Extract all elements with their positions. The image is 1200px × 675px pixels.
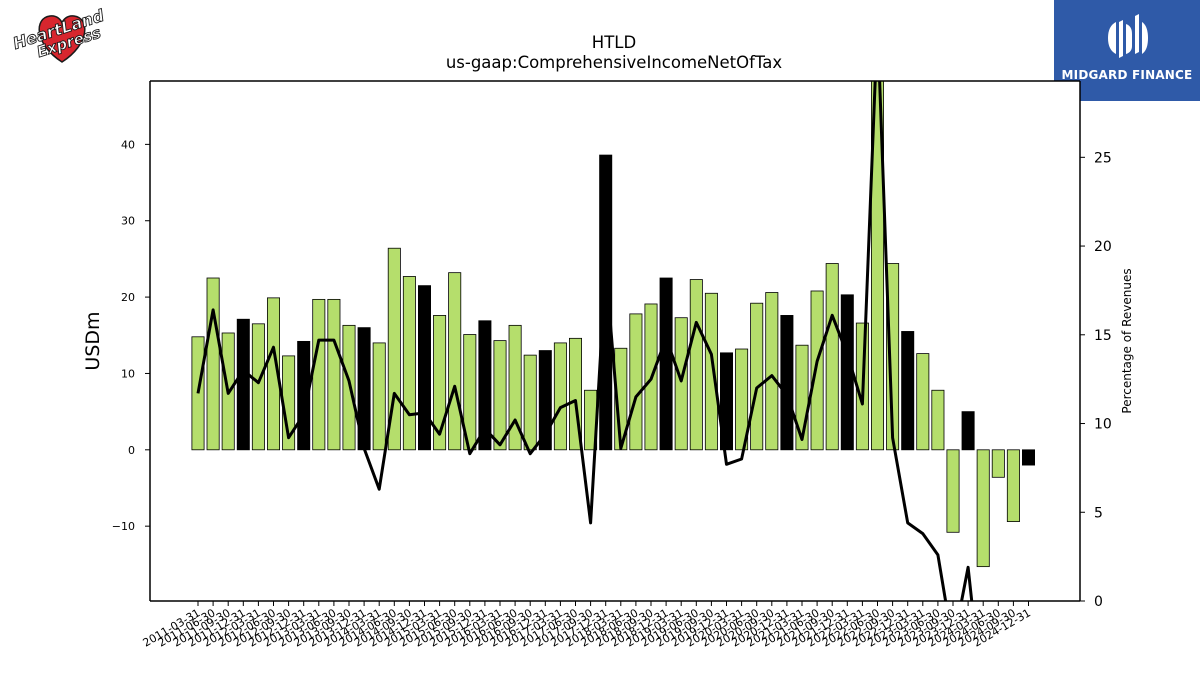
series-line-percentage-of-revenues <box>196 81 974 601</box>
bar <box>417 285 431 451</box>
y2-axis-label: Percentage of Revenues <box>1120 268 1134 413</box>
bar <box>236 318 250 451</box>
bar <box>1022 449 1036 466</box>
bar <box>689 279 703 451</box>
y-tick-label: 10 <box>121 367 135 380</box>
bar <box>1006 449 1020 522</box>
bar <box>493 340 507 451</box>
y2-tick-label: 20 <box>1094 239 1112 255</box>
bar <box>931 389 945 451</box>
heartland-express-logo: HeartLand Express <box>4 4 120 66</box>
chart-subtitle: us-gaap:ComprehensiveIncomeNetOfTax <box>445 53 783 72</box>
bar <box>538 350 552 451</box>
y2-tick-label: 10 <box>1094 417 1112 433</box>
bar <box>901 331 915 451</box>
bar <box>312 298 326 451</box>
bar <box>916 353 930 451</box>
chart-title: HTLD <box>591 33 637 52</box>
bar <box>750 302 764 451</box>
bar <box>372 342 386 451</box>
bar <box>976 449 990 568</box>
bar <box>886 263 900 451</box>
bar <box>961 411 975 451</box>
bar <box>825 263 839 451</box>
y2-tick-label: 5 <box>1094 505 1103 521</box>
bar <box>433 315 447 451</box>
bar <box>297 340 311 451</box>
bar <box>266 297 280 451</box>
plot-area <box>150 81 1080 601</box>
bar <box>991 449 1005 478</box>
y2-tick-label: 15 <box>1094 328 1112 344</box>
y2-tick-label: 25 <box>1094 150 1112 166</box>
bar <box>629 313 643 451</box>
midgard-mark-icon <box>1108 14 1148 58</box>
bar <box>810 290 824 451</box>
heart-icon <box>38 15 86 63</box>
bar <box>448 272 462 451</box>
y-tick-label: 20 <box>121 291 135 304</box>
bar <box>251 323 265 451</box>
y-tick-label: 0 <box>128 444 135 457</box>
bar <box>523 354 537 451</box>
bar <box>765 292 779 451</box>
bar <box>402 276 416 451</box>
y-tick-label: −10 <box>112 520 135 533</box>
bar <box>327 298 341 451</box>
bar <box>704 292 718 451</box>
bar <box>599 154 613 451</box>
y-axis-label: USDm <box>82 311 104 370</box>
bar <box>674 317 688 451</box>
bar <box>553 342 567 451</box>
y2-tick-label: 0 <box>1094 594 1103 610</box>
bar <box>478 320 492 451</box>
bar <box>720 352 734 451</box>
bar <box>946 449 960 533</box>
y-tick-label: 30 <box>121 215 135 228</box>
bar <box>508 324 522 451</box>
bar <box>659 277 673 451</box>
bar <box>780 315 794 451</box>
bar <box>871 81 885 451</box>
brand-name: MIDGARD FINANCE <box>1061 68 1193 82</box>
bar <box>206 277 220 451</box>
bar <box>735 348 749 451</box>
y-tick-label: 40 <box>121 138 135 151</box>
